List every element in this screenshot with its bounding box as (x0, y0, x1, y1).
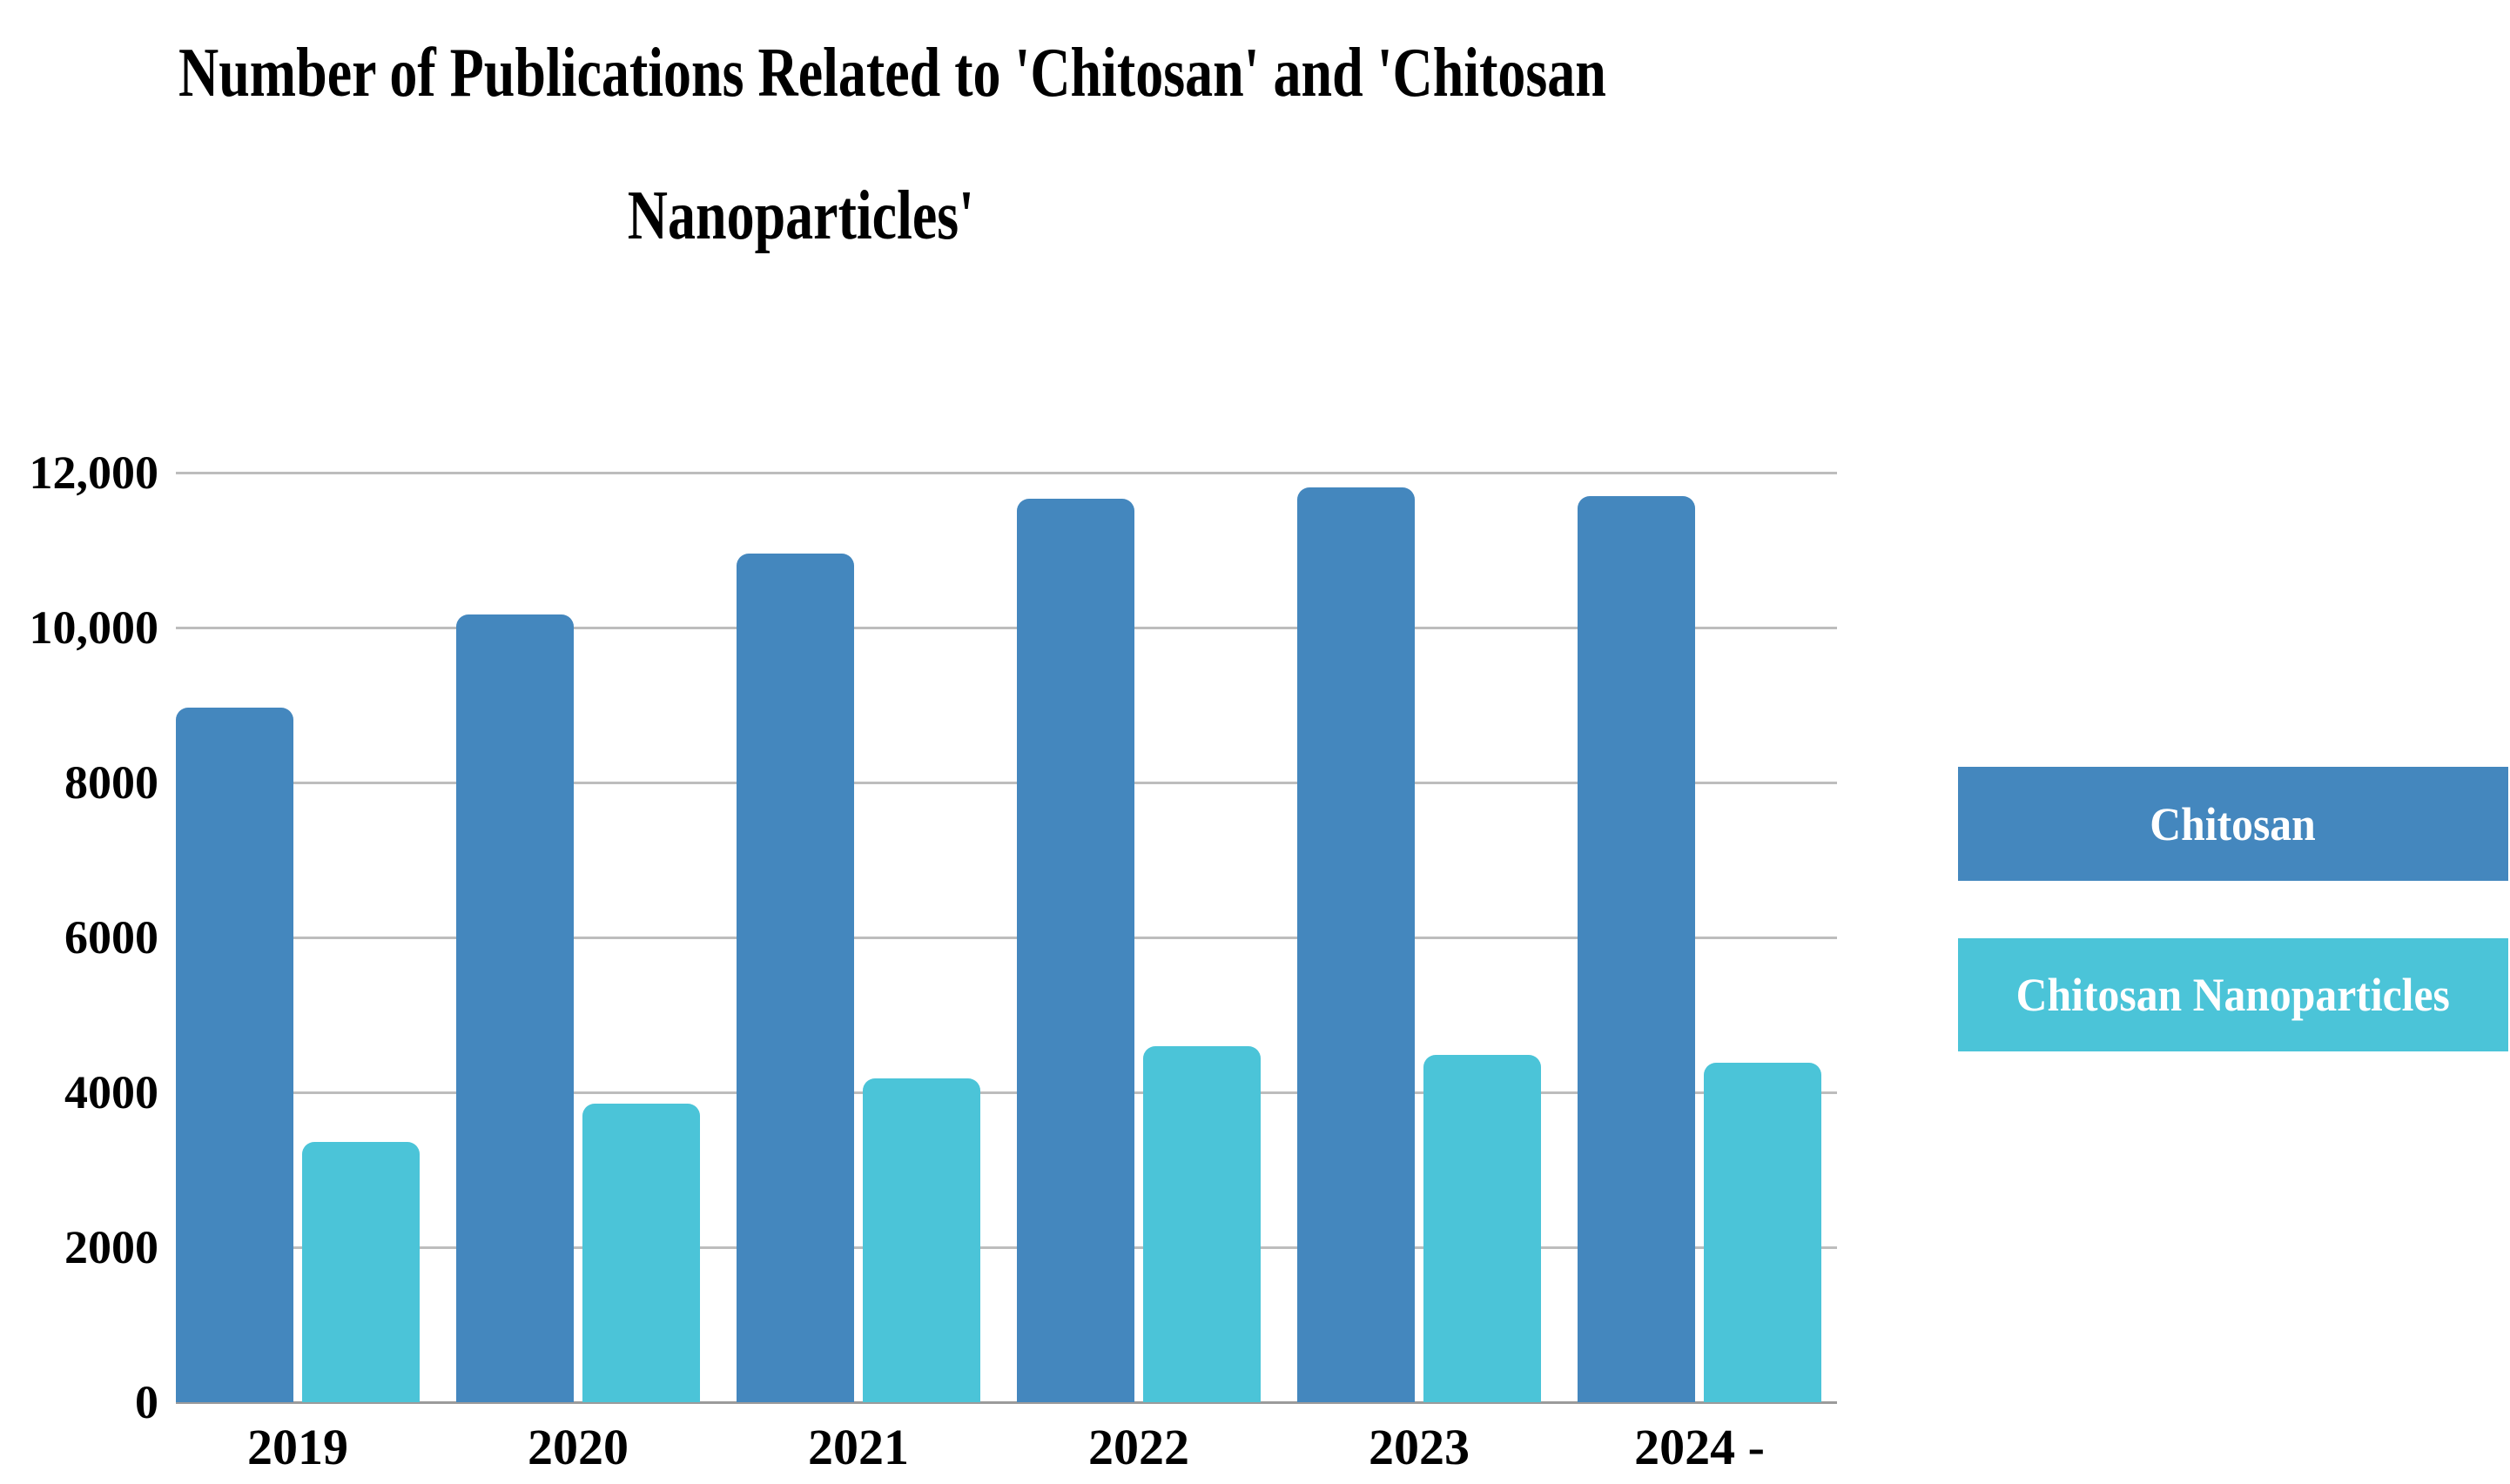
x-axis-label-2019: 2019 (247, 1419, 348, 1475)
bar-chitosan-2022 (1017, 499, 1134, 1402)
legend-label-chitosan: Chitosan (2150, 797, 2317, 850)
gridline-6000 (176, 936, 1837, 939)
chart-title-line2-text: Nanoparticles' (627, 178, 975, 254)
chart-title-line1: Number of Publications Related to 'Chito… (0, 2, 1606, 144)
bar-chitosan-2024 (1578, 495, 1695, 1402)
gridline-8000 (176, 781, 1837, 784)
legend-label-chitosan-nanoparticles: Chitosan Nanoparticles (2015, 969, 2451, 1021)
bar-chitosan-nanoparticles-2022 (1143, 1045, 1261, 1402)
y-axis-label-0: 0 (135, 1376, 158, 1428)
x-axis-label-2020: 2020 (528, 1419, 629, 1475)
gridline-0 (176, 1400, 1837, 1404)
bar-chitosan-2020 (456, 614, 574, 1402)
x-axis-label-2022: 2022 (1088, 1419, 1189, 1475)
gridline-12000 (176, 471, 1837, 474)
x-axis-label-2024: 2024 - (1634, 1419, 1765, 1475)
bar-chitosan-2019 (176, 707, 293, 1402)
y-axis-label-6000: 6000 (64, 911, 158, 964)
x-axis-label-2021: 2021 (808, 1419, 909, 1475)
y-axis-label-4000: 4000 (64, 1066, 158, 1118)
legend-item-chitosan-nanoparticles: Chitosan Nanoparticles (1958, 938, 2508, 1051)
bar-chitosan-nanoparticles-2021 (863, 1078, 980, 1402)
bar-chitosan-2023 (1297, 487, 1415, 1402)
bar-chitosan-nanoparticles-2024 (1704, 1063, 1821, 1402)
x-axis-label-2023: 2023 (1369, 1419, 1470, 1475)
y-axis-label-12000: 12,000 (29, 447, 159, 499)
chart-title: Number of Publications Related to 'Chito… (0, 2, 1606, 287)
gridline-4000 (176, 1091, 1837, 1094)
gridline-2000 (176, 1246, 1837, 1249)
bar-chitosan-2021 (737, 554, 854, 1402)
bar-chitosan-nanoparticles-2019 (302, 1141, 420, 1402)
legend-item-chitosan: Chitosan (1958, 767, 2508, 881)
y-axis-label-2000: 2000 (64, 1221, 158, 1273)
chart-title-line1-text: Number of Publications Related to 'Chito… (178, 35, 1606, 111)
gridline-10000 (176, 626, 1837, 629)
bar-chitosan-nanoparticles-2020 (582, 1104, 700, 1402)
bar-chitosan-nanoparticles-2023 (1423, 1055, 1541, 1402)
y-axis-label-10000: 10,000 (29, 601, 159, 654)
y-axis-label-8000: 8000 (64, 756, 158, 809)
chart-title-line2: Nanoparticles' (0, 144, 1602, 287)
